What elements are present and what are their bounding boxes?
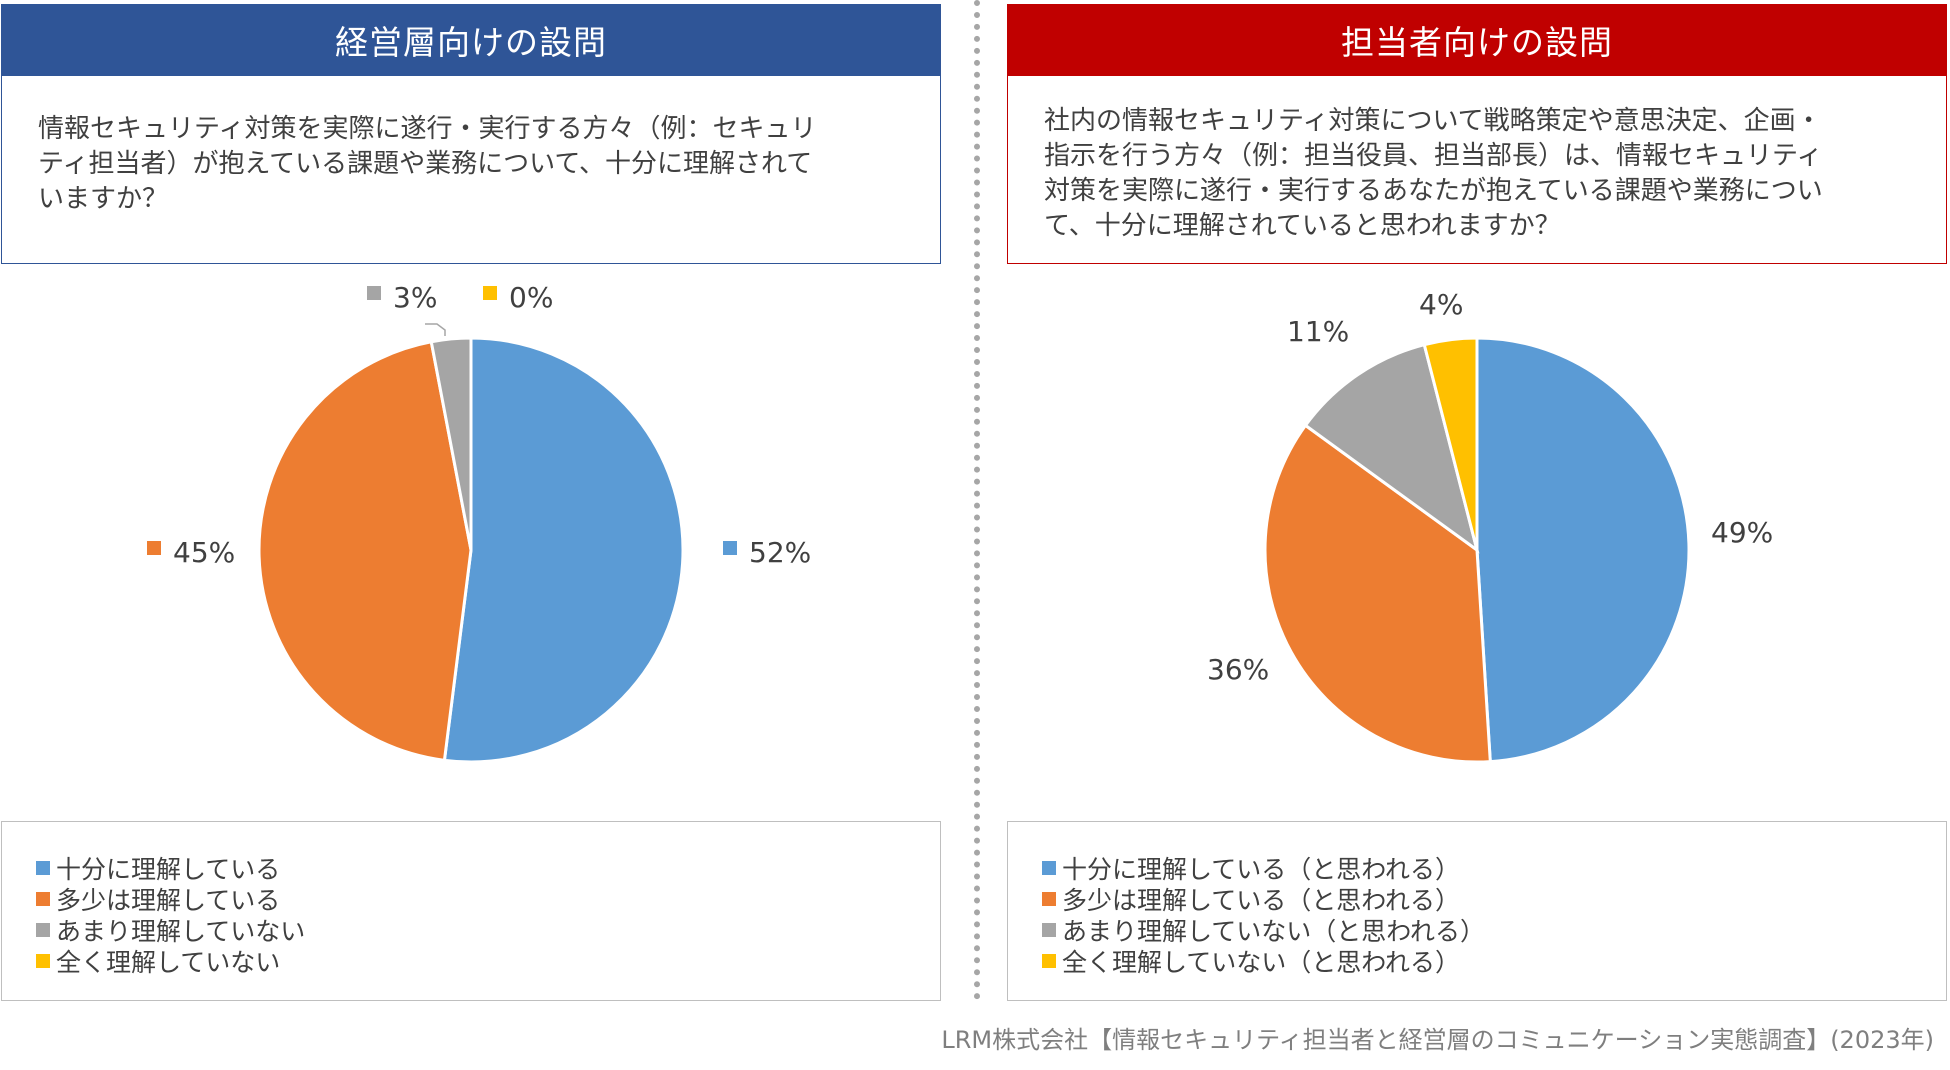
data-label: 11% — [1287, 315, 1349, 348]
right-panel: 担当者向けの設問 社内の情報セキュリティ対策について戦略策定や意思決定、企画・ … — [1007, 4, 1947, 264]
data-label-text: 3% — [393, 281, 437, 314]
data-label: 52% — [723, 536, 811, 569]
left-pie-chart: 52% 45% 3% 0% — [147, 281, 811, 764]
legend-item: 十分に理解している（と思われる） — [1042, 852, 1946, 884]
legend-item: 全く理解していない（と思われる） — [1042, 945, 1946, 977]
left-question-line: ティ担当者）が抱えている課題や業務について、十分に理解されて — [38, 149, 813, 179]
right-question-line: 指示を行う方々（例：担当役員、担当部長）は、情報セキュリティ — [1044, 141, 1823, 171]
data-label-text: 11% — [1287, 315, 1349, 348]
left-header: 経営層向けの設問 — [1, 4, 941, 76]
pie-slice-gray — [1303, 342, 1480, 554]
legend-swatch-yellow — [36, 953, 50, 968]
data-label-text: 49% — [1711, 516, 1773, 549]
pie-slice-blue — [1475, 336, 1691, 764]
legend-item: 全く理解していない — [36, 945, 940, 977]
left-question-line: 情報セキュリティ対策を実際に遂行・実行する方々（例：セキュリ — [38, 114, 817, 144]
right-header: 担当者向けの設問 — [1007, 4, 1947, 76]
legend-label: 全く理解していない — [56, 947, 281, 977]
data-label: 3% — [367, 281, 437, 314]
right-question-line: 対策を実際に遂行・実行するあなたが抱えている課題や業務につい — [1044, 176, 1823, 206]
legend-item: あまり理解していない — [36, 914, 940, 946]
dotted-divider — [974, 0, 980, 1000]
data-label-marker — [367, 286, 381, 300]
right-question: 社内の情報セキュリティ対策について戦略策定や意思決定、企画・ 指示を行う方々（例… — [1007, 76, 1947, 264]
data-label-marker — [723, 541, 737, 555]
right-pie-chart: 49% 36% 11% 4% — [1207, 288, 1773, 764]
data-label-text: 52% — [749, 536, 811, 569]
data-label-text: 4% — [1419, 288, 1463, 321]
legend-swatch-blue — [1042, 860, 1056, 875]
leader-line — [425, 323, 446, 336]
data-label: 49% — [1711, 516, 1773, 549]
legend-swatch-gray — [1042, 922, 1056, 937]
pie-slice-gray — [429, 336, 473, 551]
legend-label: 全く理解していない（と思われる） — [1062, 947, 1461, 977]
legend-item: 多少は理解している — [36, 883, 940, 915]
legend-item: 十分に理解している — [36, 852, 940, 884]
left-panel: 経営層向けの設問 情報セキュリティ対策を実際に遂行・実行する方々（例：セキュリ … — [1, 4, 941, 264]
legend-swatch-yellow — [1042, 953, 1056, 968]
data-label: 4% — [1419, 288, 1463, 321]
legend-item: 多少は理解している（と思われる） — [1042, 883, 1946, 915]
legend-swatch-gray — [36, 922, 50, 937]
data-label: 36% — [1207, 653, 1269, 686]
left-question-line: いますか？ — [38, 184, 169, 214]
right-question-line: て、十分に理解されていると思われますか？ — [1044, 211, 1561, 241]
legend-label: あまり理解していない — [56, 916, 306, 946]
source-note: LRM株式会社【情報セキュリティ担当者と経営層のコミュニケーション実態調査】(2… — [941, 1026, 1934, 1054]
legend-item: あまり理解していない（と思われる） — [1042, 914, 1946, 946]
pie-slice-yellow — [1422, 336, 1479, 551]
data-label-marker — [483, 286, 497, 300]
right-question-line: 社内の情報セキュリティ対策について戦略策定や意思決定、企画・ — [1044, 106, 1822, 136]
legend-swatch-orange — [1042, 891, 1056, 906]
legend-label: 十分に理解している — [56, 854, 281, 884]
data-label-text: 0% — [509, 281, 553, 314]
legend-label: 多少は理解している — [56, 885, 281, 915]
legend-swatch-blue — [36, 860, 50, 875]
data-label-text: 45% — [173, 536, 235, 569]
data-label: 45% — [147, 536, 235, 569]
data-label-marker — [147, 541, 161, 555]
legend-label: 多少は理解している（と思われる） — [1062, 885, 1461, 915]
legend-label: あまり理解していない（と思われる） — [1062, 916, 1486, 946]
data-label: 0% — [483, 281, 553, 314]
left-question: 情報セキュリティ対策を実際に遂行・実行する方々（例：セキュリ ティ担当者）が抱え… — [1, 76, 941, 264]
pie-slice-blue — [442, 336, 685, 764]
left-legend: 十分に理解している 多少は理解している あまり理解していない 全く理解していない — [1, 821, 941, 1001]
legend-swatch-orange — [36, 891, 50, 906]
pie-slice-orange — [257, 339, 473, 763]
right-legend: 十分に理解している（と思われる） 多少は理解している（と思われる） あまり理解し… — [1007, 821, 1947, 1001]
pie-slice-orange — [1263, 423, 1492, 764]
legend-label: 十分に理解している（と思われる） — [1062, 854, 1461, 884]
data-label-text: 36% — [1207, 653, 1269, 686]
